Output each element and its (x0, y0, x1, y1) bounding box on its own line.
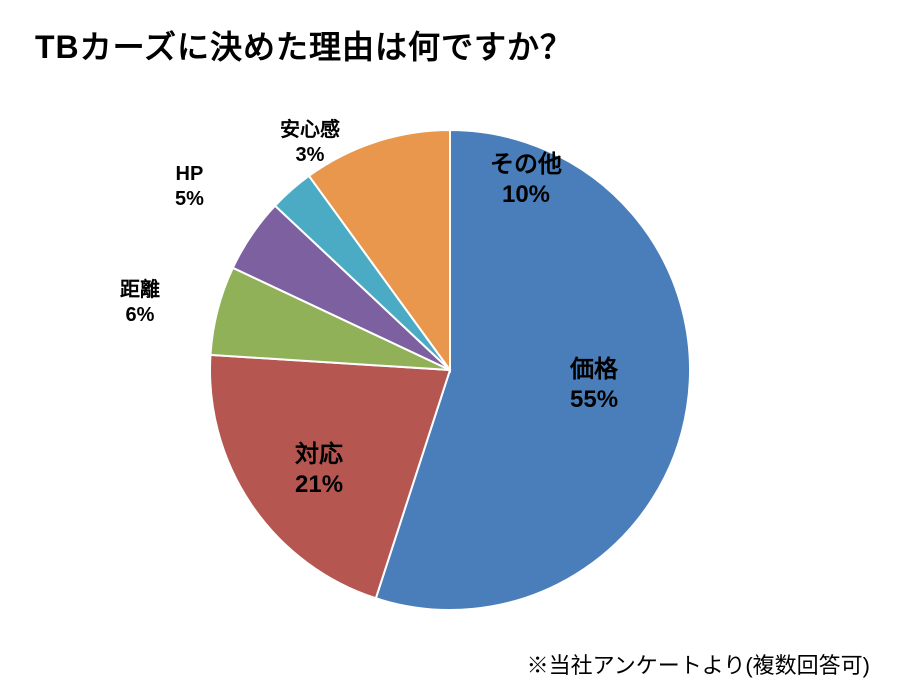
chart-title: TBカーズに決めた理由は何ですか？ (35, 22, 573, 68)
slice-label-percent: 21% (295, 470, 343, 500)
chart-container: TBカーズに決めた理由は何ですか？ 価格55% 対応21% 距離6% HP5% 安心感3… (0, 0, 900, 698)
slice-label: 対応21% (295, 440, 343, 500)
slice-label: HP5% (175, 162, 204, 212)
slice-label: その他10% (490, 150, 562, 210)
slice-label-name: 距離 (120, 278, 160, 303)
slice-label-percent: 10% (490, 180, 562, 210)
slice-label: 価格55% (570, 355, 618, 415)
slice-label: 距離6% (120, 278, 160, 328)
slice-label-name: HP (175, 162, 204, 187)
slice-label: 安心感3% (280, 118, 340, 168)
slice-label-name: その他 (490, 150, 562, 180)
slice-label-percent: 5% (175, 187, 204, 212)
slice-label-percent: 6% (120, 303, 160, 328)
slice-label-name: 対応 (295, 440, 343, 470)
slice-label-name: 価格 (570, 355, 618, 385)
slice-label-percent: 55% (570, 385, 618, 415)
slice-label-name: 安心感 (280, 118, 340, 143)
chart-footnote: ※当社アンケートより(複数回答可) (527, 648, 870, 680)
slice-label-percent: 3% (280, 143, 340, 168)
